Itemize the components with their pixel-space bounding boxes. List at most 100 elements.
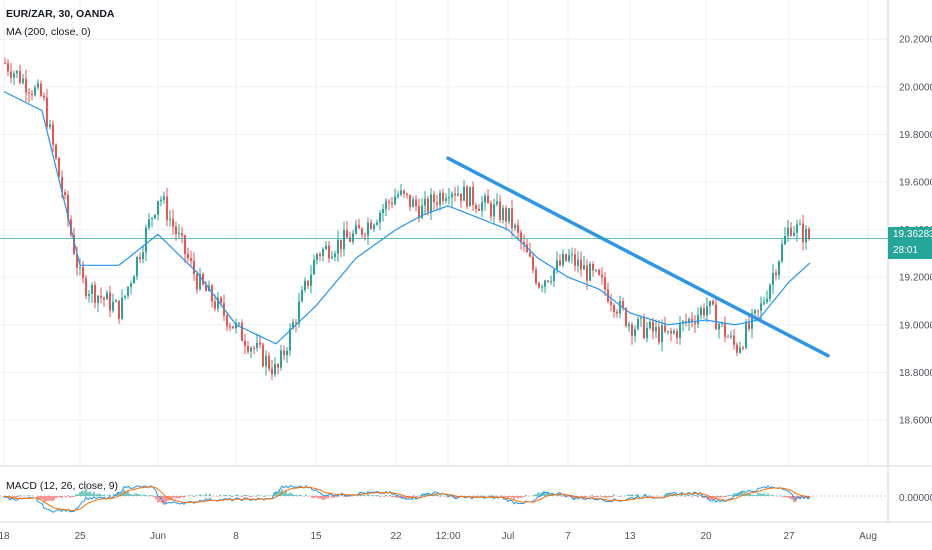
candle-body <box>502 208 504 221</box>
candle-body <box>346 229 348 238</box>
candle-body <box>586 265 588 281</box>
candle-body <box>619 301 621 314</box>
candle-body <box>247 346 249 352</box>
candle-body <box>757 310 759 312</box>
candle-body <box>595 269 597 271</box>
candle-body <box>496 201 498 205</box>
candle-body <box>322 249 324 257</box>
candle-body <box>772 272 774 285</box>
candle-body <box>190 258 192 261</box>
candle-body <box>397 194 399 197</box>
candle-body <box>556 260 558 270</box>
macd-layer <box>0 485 888 513</box>
candle-body <box>370 222 372 229</box>
trendline-layer[interactable] <box>0 156 888 358</box>
candle-body <box>205 284 207 292</box>
candle-body <box>103 297 105 300</box>
candle-body <box>661 325 663 343</box>
candle-body <box>271 368 273 375</box>
candle-body <box>178 232 180 235</box>
candle-body <box>88 293 90 296</box>
candle-body <box>292 322 294 329</box>
macd-signal-line <box>3 486 811 512</box>
price-tick-label: 18.60000 <box>899 416 932 427</box>
candle-body <box>580 259 582 270</box>
candle-body <box>154 214 156 218</box>
candle-body <box>601 274 603 278</box>
candle-body <box>151 217 153 220</box>
candle-body <box>61 176 63 193</box>
candle-body <box>418 206 420 219</box>
price-tick-label: 18.80000 <box>899 368 932 379</box>
ma-layer <box>3 91 811 345</box>
candle-body <box>139 257 141 260</box>
grid-lines <box>0 0 888 466</box>
candle-body <box>352 233 354 242</box>
time-tick-label: Jul <box>502 531 515 542</box>
candle-body <box>181 232 183 236</box>
candle-body <box>505 208 507 222</box>
candle-body <box>598 269 600 275</box>
price-tick-label: 20.20000 <box>899 35 932 46</box>
candle-body <box>214 301 216 309</box>
candle-body <box>808 228 810 239</box>
candle-body <box>43 95 45 98</box>
candle-body <box>13 73 15 78</box>
time-tick-label: 13 <box>624 531 636 542</box>
candle-body <box>25 78 27 93</box>
candle-body <box>457 193 459 196</box>
candle-body <box>94 284 96 303</box>
candle-body <box>577 259 579 266</box>
candle-body <box>670 330 672 334</box>
candle-body <box>433 194 435 203</box>
candle-body <box>775 272 777 276</box>
candle-body <box>175 226 177 235</box>
candle-body <box>76 253 78 268</box>
time-tick-label: 22 <box>390 531 402 542</box>
price-tick-label: 19.20000 <box>899 273 932 284</box>
candle-body <box>34 87 36 96</box>
candle-body <box>157 201 159 215</box>
candle-body <box>679 323 681 338</box>
candle-body <box>562 254 564 266</box>
candle-body <box>514 224 516 229</box>
price-tick-label: 19.60000 <box>899 178 932 189</box>
candle-body <box>610 301 612 306</box>
symbol-legend[interactable]: EUR/ZAR, 30, OANDA <box>6 8 115 20</box>
candle-body <box>481 202 483 211</box>
candle-body <box>631 324 633 336</box>
candle-body <box>310 274 312 286</box>
candle-body <box>469 186 471 207</box>
candle-body <box>799 223 801 225</box>
candle-body <box>259 342 261 345</box>
candle-body <box>343 229 345 250</box>
time-tick-label: 18 <box>0 531 10 542</box>
candle-body <box>298 301 300 324</box>
candle-body <box>706 306 708 316</box>
candle-body <box>517 224 519 233</box>
candle-body <box>64 192 66 196</box>
candle-body <box>289 328 291 351</box>
candle-body <box>589 263 591 281</box>
candle-body <box>229 326 231 328</box>
candle-body <box>430 194 432 212</box>
candle-body <box>424 198 426 206</box>
candle-body <box>676 331 678 338</box>
candle-body <box>592 263 594 271</box>
ma-legend[interactable]: MA (200, close, 0) <box>6 26 91 38</box>
candle-body <box>67 195 69 220</box>
candle-body <box>73 234 75 254</box>
candle-body <box>316 254 318 260</box>
candle-body <box>742 347 744 349</box>
candle-body <box>124 295 126 298</box>
macd-legend[interactable]: MACD (12, 26, close, 9) <box>6 480 119 492</box>
candle-body <box>325 245 327 250</box>
candle-body <box>499 201 501 221</box>
candle-body <box>709 300 711 307</box>
candle-body <box>616 311 618 314</box>
candle-body <box>766 298 768 302</box>
candle-body <box>304 280 306 291</box>
trendline <box>446 156 830 358</box>
